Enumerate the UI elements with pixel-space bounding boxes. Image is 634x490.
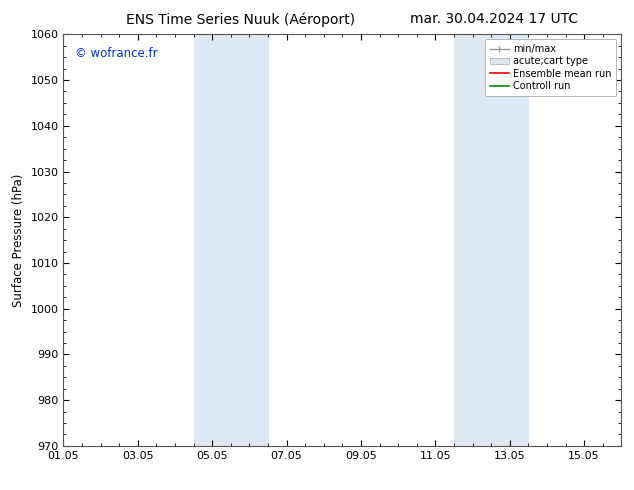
Bar: [454, 34, 528, 446]
Text: mar. 30.04.2024 17 UTC: mar. 30.04.2024 17 UTC: [410, 12, 579, 26]
Text: ENS Time Series Nuuk (Aéroport): ENS Time Series Nuuk (Aéroport): [126, 12, 356, 27]
Bar: [193, 34, 268, 446]
Y-axis label: Surface Pressure (hPa): Surface Pressure (hPa): [12, 173, 25, 307]
Text: © wofrance.fr: © wofrance.fr: [75, 47, 157, 60]
Legend: min/max, acute;cart type, Ensemble mean run, Controll run: min/max, acute;cart type, Ensemble mean …: [485, 39, 616, 96]
